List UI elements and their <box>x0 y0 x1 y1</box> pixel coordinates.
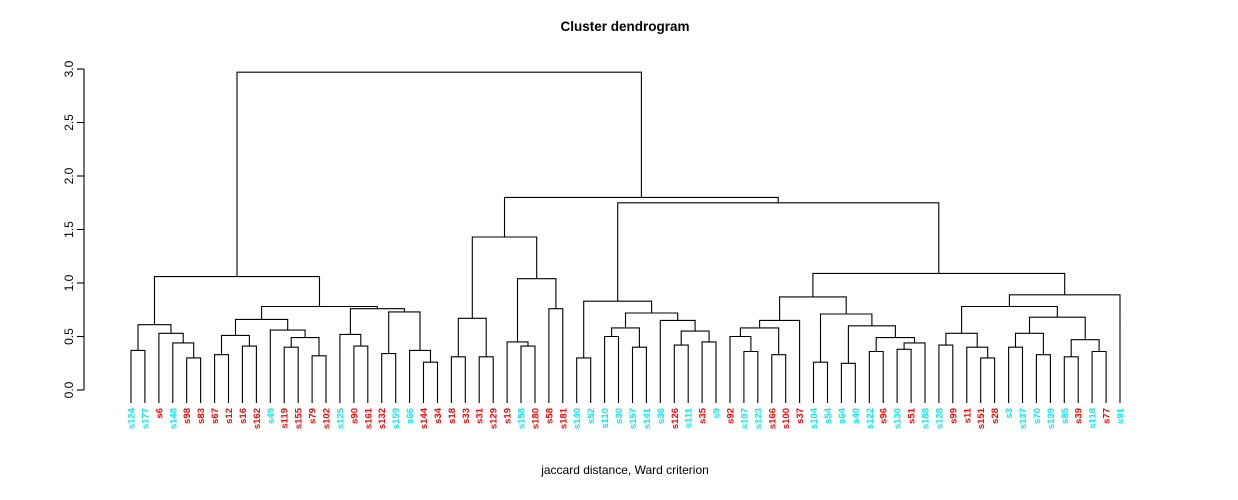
leaf-label: s52 <box>586 408 597 424</box>
x-axis-label: jaccard distance, Ward criterion <box>541 463 709 477</box>
leaf-label: s30 <box>614 408 625 424</box>
leaf-label: s161 <box>363 407 374 429</box>
leaf-label: s34 <box>433 407 444 424</box>
leaf-label: s144 <box>419 407 430 429</box>
leaf-label: s141 <box>642 407 653 429</box>
leaf-label: s83 <box>196 408 207 424</box>
leaf-label: s155 <box>294 407 305 429</box>
leaf-label: s39 <box>1074 408 1085 424</box>
leaf-label: s28 <box>990 408 1001 424</box>
leaf-label: s67 <box>210 408 221 424</box>
leaf-label: s188 <box>921 408 932 429</box>
y-tick-label: 0.0 <box>62 381 76 398</box>
leaf-label: s99 <box>948 408 959 424</box>
leaf-label: s151 <box>976 407 987 429</box>
leaf-label: s125 <box>335 407 346 429</box>
leaf-label: s181 <box>558 407 569 429</box>
leaf-label: s148 <box>168 408 179 429</box>
leaf-label: s91 <box>1116 407 1127 424</box>
leaf-label: s119 <box>280 408 291 429</box>
leaf-label: s19 <box>503 408 514 424</box>
leaf-label: s96 <box>879 408 890 424</box>
leaf-label: s123 <box>753 408 764 429</box>
leaf-label: s77 <box>1102 408 1113 424</box>
leaf-label: s51 <box>907 407 918 424</box>
leaf-label: s137 <box>1018 408 1029 429</box>
y-tick-label: 1.5 <box>62 221 76 238</box>
leaf-label: s177 <box>140 408 151 429</box>
leaf-label: s159 <box>391 408 402 429</box>
leaf-label: s35 <box>698 407 709 424</box>
leaf-label: s139 <box>1046 408 1057 429</box>
leaf-label: s128 <box>934 408 945 429</box>
leaf-label: s98 <box>182 408 193 424</box>
leaf-label: s102 <box>322 408 333 429</box>
leaf-label: s3 <box>1004 408 1015 419</box>
leaf-label: s92 <box>726 408 737 424</box>
leaf-label: s6 <box>154 408 165 419</box>
leaf-label: s64 <box>837 407 848 424</box>
leaf-label: s107 <box>739 408 750 429</box>
leaf-label: s140 <box>572 408 583 429</box>
leaf-label: s90 <box>349 408 360 424</box>
leaf-label: s129 <box>489 408 500 429</box>
leaf-label: s100 <box>781 408 792 429</box>
leaf-label: s33 <box>461 408 472 424</box>
dendrogram-branches <box>130 71 1121 403</box>
leaf-label: s37 <box>795 408 806 424</box>
leaf-label: s111 <box>684 407 695 428</box>
leaf-label: s122 <box>865 408 876 429</box>
chart-title: Cluster dendrogram <box>560 19 690 34</box>
leaf-label: s36 <box>656 408 667 424</box>
leaf-label: s66 <box>405 408 416 424</box>
leaf-label: s158 <box>517 408 528 429</box>
leaf-label: s104 <box>809 407 820 429</box>
leaf-label: s31 <box>475 407 486 424</box>
y-tick-label: 0.5 <box>62 328 76 345</box>
leaf-label: s166 <box>767 408 778 429</box>
leaf-label: s9 <box>712 408 723 419</box>
leaf-label: s126 <box>670 408 681 429</box>
leaf-label: s118 <box>1088 408 1099 429</box>
leaf-label: s54 <box>823 407 834 424</box>
leaf-label: s130 <box>893 408 904 429</box>
leaf-label: s157 <box>628 408 639 429</box>
leaf-label: s85 <box>1060 407 1071 424</box>
leaf-label: s132 <box>377 408 388 429</box>
leaf-label: s18 <box>447 408 458 424</box>
leaf-label: s180 <box>531 408 542 429</box>
leaf-label: s79 <box>308 408 319 424</box>
leaf-label: s124 <box>127 407 138 429</box>
leaf-label: s162 <box>252 408 263 429</box>
y-tick-label: 2.5 <box>62 114 76 131</box>
leaf-label: s110 <box>600 408 611 429</box>
y-tick-label: 3.0 <box>62 60 76 77</box>
leaf-label: s11 <box>962 407 973 423</box>
y-tick-label: 1.0 <box>62 274 76 291</box>
leaf-label: s49 <box>266 408 277 424</box>
y-tick-label: 2.0 <box>62 167 76 184</box>
leaf-label: s58 <box>544 408 555 424</box>
leaf-label: s16 <box>238 408 249 424</box>
leaf-label: s12 <box>224 408 235 424</box>
leaf-label: s40 <box>851 408 862 424</box>
leaf-label: s70 <box>1032 408 1043 424</box>
